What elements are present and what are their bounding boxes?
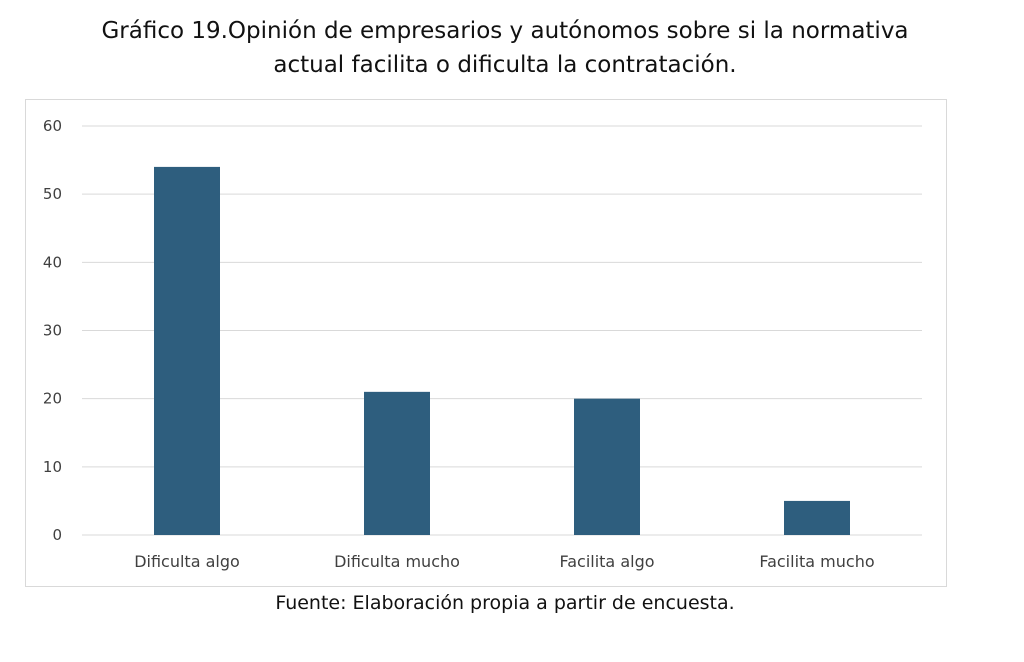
bar <box>154 166 220 535</box>
y-tick-label: 50 <box>43 185 62 203</box>
x-tick-label: Dificulta algo <box>134 552 240 571</box>
chart-title-line-2: actual facilita o dificulta la contratac… <box>273 52 737 78</box>
chart-title-line-1: Gráfico 19.Opinión de empresarios y autó… <box>101 18 909 44</box>
bar <box>364 391 430 535</box>
y-tick-label: 0 <box>52 526 62 544</box>
chart-source: Fuente: Elaboración propia a partir de e… <box>275 592 735 614</box>
bar <box>784 500 850 535</box>
y-tick-label: 40 <box>43 253 62 271</box>
y-tick-label: 10 <box>43 458 62 476</box>
y-tick-label: 30 <box>43 322 62 340</box>
y-tick-label: 60 <box>43 117 62 135</box>
x-tick-label: Facilita algo <box>559 552 654 571</box>
chart-title: Gráfico 19.Opinión de empresarios y autó… <box>0 14 1010 82</box>
x-tick-label: Facilita mucho <box>759 552 874 571</box>
y-tick-label: 20 <box>43 390 62 408</box>
x-tick-label: Dificulta mucho <box>334 552 460 571</box>
bar <box>574 398 640 535</box>
